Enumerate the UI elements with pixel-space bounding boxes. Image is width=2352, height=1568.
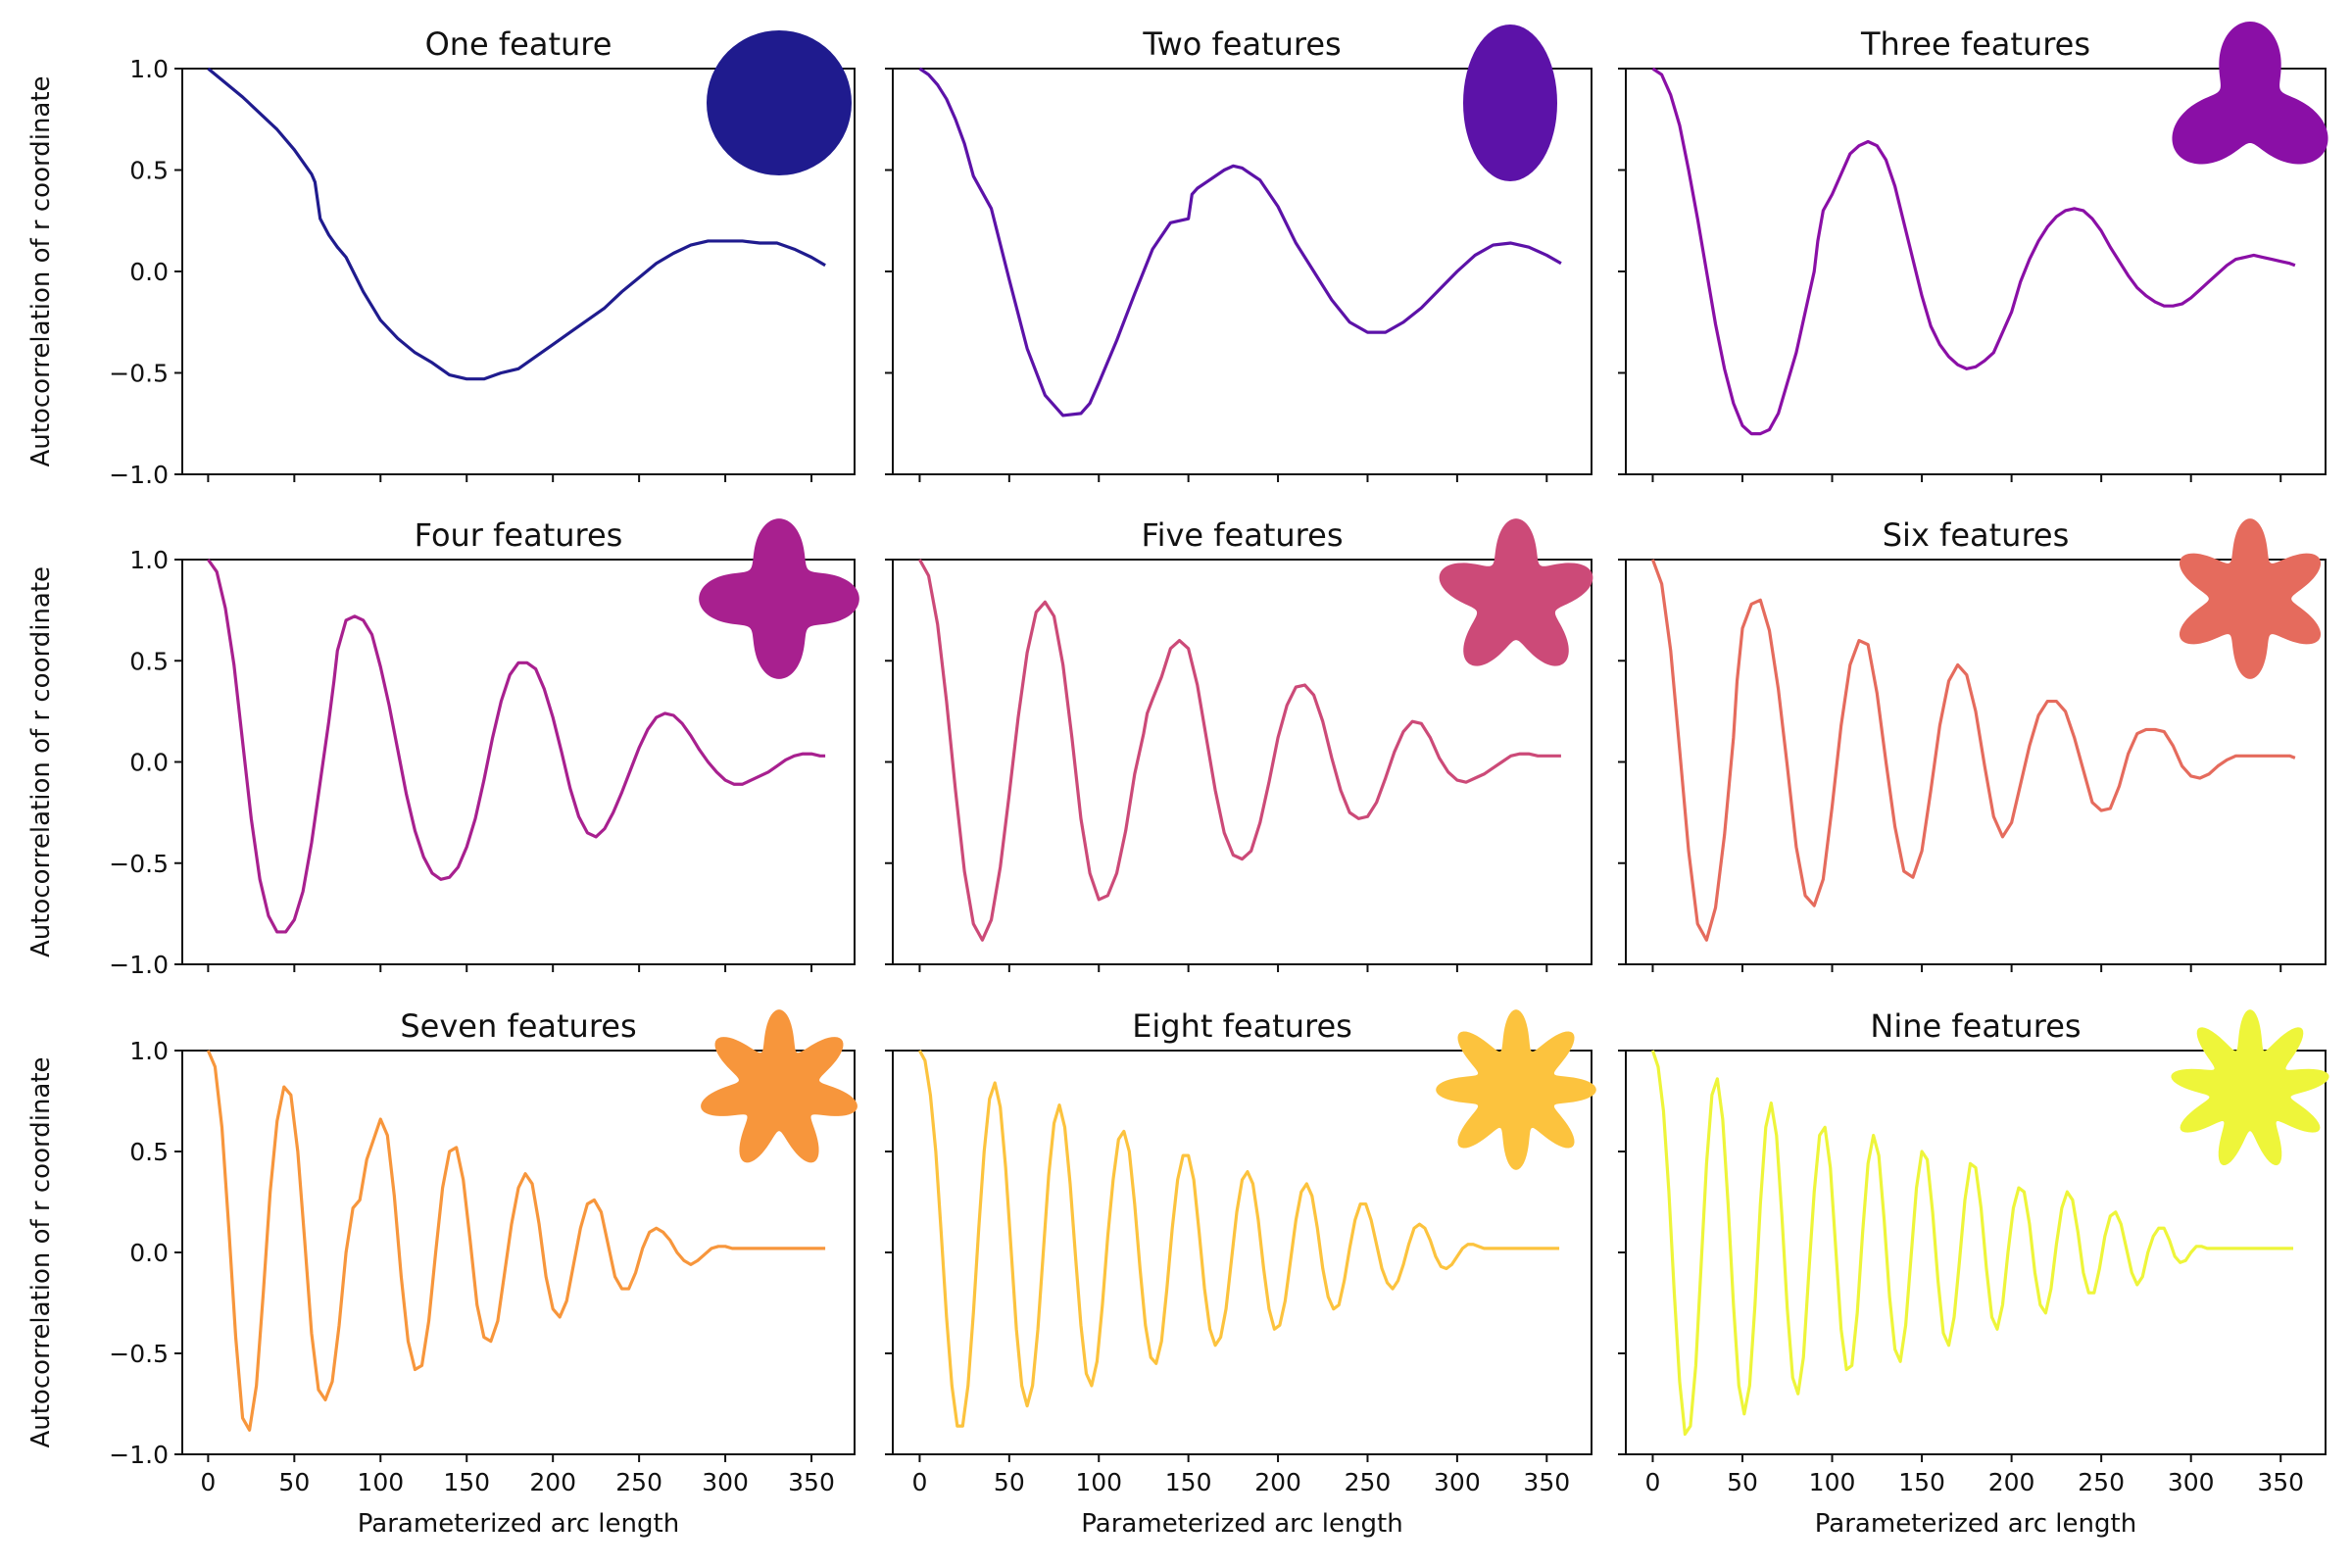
x-tick-label: 250 <box>1345 1468 1392 1496</box>
shape-icon <box>1463 24 1557 181</box>
subplot-grid: One feature −1.0 −0.5 0.0 0.5 1.0 Autocorrelat… <box>26 21 2329 1539</box>
series-line <box>207 559 826 934</box>
x-tick-label: 50 <box>994 1468 1025 1496</box>
series-line <box>206 1050 826 1432</box>
subplot-3: Three features <box>1618 21 2328 482</box>
y-tick-label: −1.0 <box>109 1441 169 1469</box>
x-tick-label: 200 <box>529 1468 576 1496</box>
shape-icon <box>1436 1009 1596 1170</box>
x-tick-label: 100 <box>357 1468 404 1496</box>
x-tick-label: 200 <box>1254 1468 1301 1496</box>
subplot-title: Eight features <box>1132 1007 1352 1045</box>
series-line <box>1650 1050 2294 1436</box>
x-tick-label: 100 <box>1075 1468 1122 1496</box>
subplot-4: Four features −1.0 −0.5 0.0 0.5 1.0 Autocorrel… <box>26 516 859 979</box>
shape-icon <box>2179 518 2322 679</box>
x-tick-label: 150 <box>443 1468 490 1496</box>
shape-icon <box>701 1009 858 1163</box>
x-tick-label: 350 <box>1523 1468 1570 1496</box>
x-tick-label: 50 <box>278 1468 310 1496</box>
x-tick-label: 150 <box>1165 1468 1212 1496</box>
shape-icon <box>707 30 852 175</box>
subplot-title: One feature <box>425 25 612 63</box>
series-line <box>918 559 1561 942</box>
x-tick-label: 250 <box>615 1468 662 1496</box>
subplot-1: One feature −1.0 −0.5 0.0 0.5 1.0 Autocorrelat… <box>26 25 856 489</box>
x-axis-label: Parameterized arc length <box>1815 1509 2136 1539</box>
subplot-title: Six features <box>1883 516 2070 554</box>
subplot-title: Three features <box>1860 25 2090 63</box>
subplot-5: Five features <box>885 516 1593 972</box>
x-tick-label: 300 <box>1434 1468 1481 1496</box>
series-line <box>918 1050 1560 1428</box>
y-axis-label: Autocorrelation of r coordinate <box>26 75 56 466</box>
shape-icon <box>2172 21 2328 165</box>
y-tick-label: 0.0 <box>129 1239 169 1267</box>
y-tick-label: −1.0 <box>109 461 169 489</box>
x-tick-label: 0 <box>200 1468 216 1496</box>
subplot-title: Seven features <box>400 1007 636 1045</box>
series-line <box>918 67 1562 417</box>
subplot-7: Seven features −1.0 −0.5 0.0 0.5 1.0 0 50 100 150… <box>26 1007 858 1539</box>
y-tick-label: −0.5 <box>109 360 169 388</box>
subplot-2: Two features <box>885 24 1592 482</box>
x-tick-label: 250 <box>2078 1468 2125 1496</box>
subplot-title: Four features <box>415 516 623 554</box>
subplot-title: Nine features <box>1870 1007 2081 1045</box>
x-tick-label: 300 <box>2168 1468 2215 1496</box>
x-tick-label: 350 <box>788 1468 835 1496</box>
shape-icon <box>1439 518 1593 666</box>
y-tick-label: −0.5 <box>109 850 169 878</box>
subplot-title: Five features <box>1142 516 1344 554</box>
subplot-8: Eight features 0 50 100 150 200 250 300 350 Param… <box>885 1007 1596 1539</box>
series-line <box>1651 67 2296 436</box>
shape-icon <box>699 518 859 679</box>
x-tick-label: 100 <box>1809 1468 1856 1496</box>
y-tick-label: 1.0 <box>129 55 169 83</box>
x-axis-label: Parameterized arc length <box>1081 1509 1402 1539</box>
x-axis-label: Parameterized arc length <box>358 1509 679 1539</box>
subplot-9: Nine features 0 50 100 150 200 250 300 350 Parame… <box>1618 1007 2329 1539</box>
series-line <box>207 67 826 381</box>
x-tick-label: 0 <box>911 1468 927 1496</box>
x-tick-label: 350 <box>2257 1468 2304 1496</box>
subplot-title: Two features <box>1142 25 1341 63</box>
y-tick-label: 1.0 <box>129 1037 169 1065</box>
series-line <box>1650 559 2296 942</box>
y-tick-label: 0.5 <box>129 647 169 675</box>
y-tick-label: 0.5 <box>129 157 169 185</box>
y-tick-label: −1.0 <box>109 951 169 979</box>
y-tick-label: −0.5 <box>109 1340 169 1368</box>
x-tick-label: 0 <box>1645 1468 1661 1496</box>
y-tick-label: 1.0 <box>129 546 169 574</box>
x-tick-label: 200 <box>1988 1468 2035 1496</box>
x-tick-label: 300 <box>702 1468 749 1496</box>
y-axis-label: Autocorrelation of r coordinate <box>26 566 56 957</box>
y-tick-label: 0.0 <box>129 258 169 286</box>
x-tick-label: 150 <box>1898 1468 1945 1496</box>
shape-icon <box>2171 1009 2329 1166</box>
y-tick-label: 0.0 <box>129 749 169 777</box>
y-axis-label: Autocorrelation of r coordinate <box>26 1056 56 1447</box>
subplot-6: Six features <box>1618 516 2327 972</box>
y-tick-label: 0.5 <box>129 1138 169 1166</box>
x-tick-label: 50 <box>1727 1468 1758 1496</box>
